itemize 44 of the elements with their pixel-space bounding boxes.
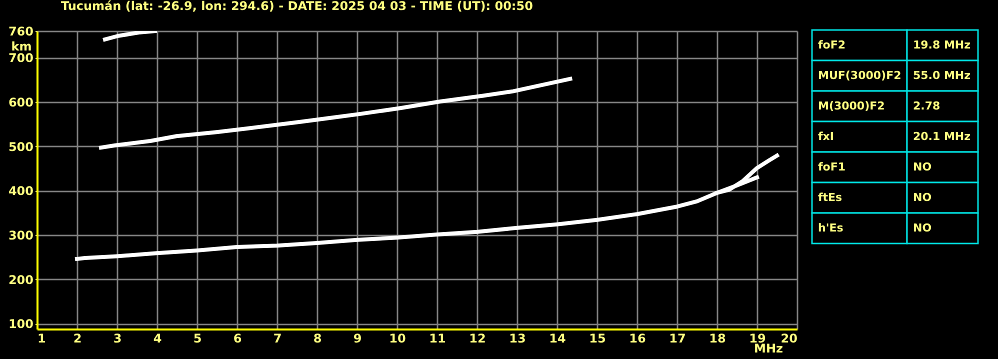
x-tick-label: 13 xyxy=(509,332,526,346)
text: MUF(3000)F2 xyxy=(818,68,902,82)
x-tick-label: 6 xyxy=(233,332,242,346)
text: 55.0 MHz xyxy=(913,68,971,82)
x-tick-label: 12 xyxy=(469,332,486,346)
y-axis-title: km xyxy=(11,40,32,54)
y-tick-label: 300 xyxy=(8,228,34,242)
text: NO xyxy=(913,190,932,204)
text: NO xyxy=(913,221,932,234)
y-tick-label: 600 xyxy=(8,95,34,110)
x-tick-label: 1 xyxy=(38,332,46,346)
x-tick-label: 15 xyxy=(589,332,606,346)
y-tick-label: 700 xyxy=(8,51,34,66)
x-tick-label: 18 xyxy=(709,332,726,346)
y-tick-label: 400 xyxy=(8,184,34,198)
x-tick-label: 4 xyxy=(153,332,162,346)
x-tick-label: 2 xyxy=(73,332,82,346)
text: foF2 xyxy=(818,38,846,52)
x-tick-label: 10 xyxy=(389,332,406,346)
x-tick-label: 14 xyxy=(549,332,566,346)
text: 2.78 xyxy=(913,99,940,112)
x-tick-label: 20 xyxy=(780,332,798,346)
text: NO xyxy=(913,160,932,174)
y-tick-label: 500 xyxy=(8,140,34,154)
text: h'Es xyxy=(818,221,844,234)
x-tick-label: 17 xyxy=(669,332,686,346)
x-tick-label: 16 xyxy=(629,332,646,346)
text: fxI xyxy=(818,130,834,143)
x-tick-label: 9 xyxy=(353,332,362,346)
y-tick-label: 200 xyxy=(8,272,34,287)
x-axis-title: MHz xyxy=(754,342,783,356)
x-tick-label: 7 xyxy=(273,332,282,346)
text: ftEs xyxy=(818,190,843,204)
chart-title: Tucumán (lat: -26.9, lon: 294.6) - DATE: 2025 04 03 - TIME (UT): 00:50 xyxy=(60,0,533,13)
text: foF1 xyxy=(818,160,846,174)
x-tick-label: 5 xyxy=(193,332,202,346)
y-tick-label: 100 xyxy=(8,317,34,332)
x-tick-label: 3 xyxy=(113,332,122,346)
x-tick-label: 11 xyxy=(429,332,446,346)
text: M(3000)F2 xyxy=(818,99,885,112)
text: 20.1 MHz xyxy=(913,130,971,143)
x-tick-label: 8 xyxy=(313,332,322,346)
text: 19.8 MHz xyxy=(913,38,971,52)
y-tick-label: 760 xyxy=(8,24,34,38)
